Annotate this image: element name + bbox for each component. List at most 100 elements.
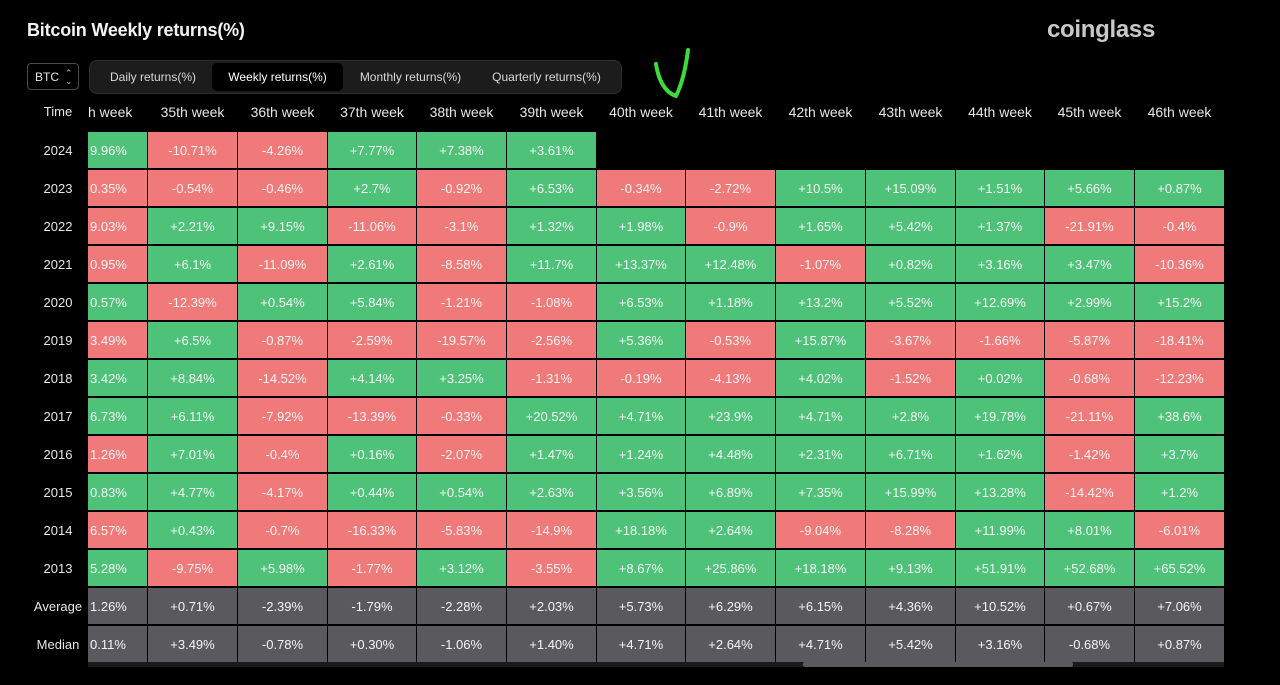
return-cell: +4.77% bbox=[148, 474, 237, 510]
tab-monthly-returns[interactable]: Monthly returns(%) bbox=[359, 70, 462, 84]
return-cell: +15.09% bbox=[866, 170, 955, 206]
return-cell: +19.78% bbox=[956, 398, 1044, 434]
return-cell: -8.28% bbox=[866, 512, 955, 548]
return-cell: +38.6% bbox=[1135, 398, 1224, 434]
week-column-header[interactable]: 36th week bbox=[250, 104, 315, 120]
return-cell: -0.87% bbox=[238, 322, 327, 358]
return-cell: +13.37% bbox=[597, 246, 685, 282]
return-cell: +51.91% bbox=[956, 550, 1044, 586]
week-column-header[interactable]: 44th week bbox=[968, 104, 1032, 120]
week-column-header[interactable]: 40th week bbox=[609, 104, 673, 120]
return-cell: -2.59% bbox=[328, 322, 416, 358]
return-cell: +3.47% bbox=[1045, 246, 1134, 282]
return-cell: +15.87% bbox=[776, 322, 865, 358]
week-column-header[interactable]: h week bbox=[88, 104, 133, 120]
return-cell: 6.57% bbox=[88, 512, 147, 548]
tab-daily-returns[interactable]: Daily returns(%) bbox=[109, 70, 196, 84]
return-cell: +8.01% bbox=[1045, 512, 1134, 548]
coin-select[interactable]: BTC ⌃ ⌄ bbox=[27, 63, 79, 90]
return-cell: -0.54% bbox=[148, 170, 237, 206]
week-column-header[interactable]: 35th week bbox=[160, 104, 225, 120]
return-cell: -11.06% bbox=[328, 208, 416, 244]
return-cell: -1.77% bbox=[328, 550, 416, 586]
return-cell: +5.36% bbox=[597, 322, 685, 358]
horizontal-scrollbar[interactable] bbox=[88, 662, 1224, 667]
stat-cell: +5.73% bbox=[597, 588, 685, 624]
row-label: 2021 bbox=[43, 257, 73, 272]
return-cell: +5.84% bbox=[328, 284, 416, 320]
checkmark-annotation-icon bbox=[654, 48, 690, 98]
week-column-header[interactable]: 43th week bbox=[878, 104, 943, 120]
week-column-header[interactable]: 45th week bbox=[1057, 104, 1122, 120]
return-cell: +6.5% bbox=[148, 322, 237, 358]
return-cell: -8.58% bbox=[417, 246, 506, 282]
return-cell: +4.14% bbox=[328, 360, 416, 396]
return-cell: +2.63% bbox=[507, 474, 596, 510]
return-cell: -14.42% bbox=[1045, 474, 1134, 510]
return-cell: +3.61% bbox=[507, 132, 596, 168]
return-cell: -11.09% bbox=[238, 246, 327, 282]
return-cell: +52.68% bbox=[1045, 550, 1134, 586]
stat-cell: 1.26% bbox=[88, 588, 147, 624]
week-column-header[interactable]: 42th week bbox=[788, 104, 853, 120]
return-cell: +0.16% bbox=[328, 436, 416, 472]
tab-weekly-returns[interactable]: Weekly returns(%) bbox=[212, 63, 343, 91]
return-cell: +0.44% bbox=[328, 474, 416, 510]
return-cell: +7.38% bbox=[417, 132, 506, 168]
return-cell: -0.7% bbox=[238, 512, 327, 548]
stat-cell: +6.15% bbox=[776, 588, 865, 624]
return-cell: +1.98% bbox=[597, 208, 685, 244]
return-cell: +6.89% bbox=[686, 474, 775, 510]
stat-cell: +0.30% bbox=[328, 626, 416, 662]
return-cell: -19.57% bbox=[417, 322, 506, 358]
stat-cell: -0.78% bbox=[238, 626, 327, 662]
row-label: Median bbox=[36, 637, 80, 652]
return-cell: -0.33% bbox=[417, 398, 506, 434]
return-cell: +1.37% bbox=[956, 208, 1044, 244]
return-cell: -2.07% bbox=[417, 436, 506, 472]
week-column-header[interactable]: 46th week bbox=[1147, 104, 1212, 120]
row-label: 2013 bbox=[43, 561, 73, 576]
return-cell: +12.48% bbox=[686, 246, 775, 282]
return-cell: 0.57% bbox=[88, 284, 147, 320]
return-cell: 0.35% bbox=[88, 170, 147, 206]
return-cell: +1.24% bbox=[597, 436, 685, 472]
return-cell: 3.49% bbox=[88, 322, 147, 358]
return-cell: +3.12% bbox=[417, 550, 506, 586]
row-label: 2023 bbox=[43, 181, 73, 196]
return-cell: +8.84% bbox=[148, 360, 237, 396]
stat-cell: +0.87% bbox=[1135, 626, 1224, 662]
return-cell: +4.71% bbox=[776, 398, 865, 434]
return-cell: 9.96% bbox=[88, 132, 147, 168]
week-column-header[interactable]: 39th week bbox=[519, 104, 584, 120]
return-cell: -0.68% bbox=[1045, 360, 1134, 396]
week-column-header[interactable]: 38th week bbox=[429, 104, 494, 120]
return-period-tabs: Daily returns(%) Weekly returns(%) Month… bbox=[89, 60, 622, 94]
return-cell: +18.18% bbox=[597, 512, 685, 548]
row-label: 2018 bbox=[43, 371, 73, 386]
return-cell: +6.1% bbox=[148, 246, 237, 282]
return-cell: +1.2% bbox=[1135, 474, 1224, 510]
return-cell: -21.11% bbox=[1045, 398, 1134, 434]
return-cell: +1.62% bbox=[956, 436, 1044, 472]
return-cell: -4.26% bbox=[238, 132, 327, 168]
row-label: 2020 bbox=[43, 295, 73, 310]
stat-cell: +1.40% bbox=[507, 626, 596, 662]
return-cell: 3.42% bbox=[88, 360, 147, 396]
return-cell: +18.18% bbox=[776, 550, 865, 586]
return-cell: -1.42% bbox=[1045, 436, 1134, 472]
week-column-header[interactable]: 37th week bbox=[340, 104, 404, 120]
return-cell: -12.39% bbox=[148, 284, 237, 320]
return-cell: -18.41% bbox=[1135, 322, 1224, 358]
return-cell: +2.64% bbox=[686, 512, 775, 548]
return-cell: -14.52% bbox=[238, 360, 327, 396]
return-cell: +15.99% bbox=[866, 474, 955, 510]
return-cell: +13.2% bbox=[776, 284, 865, 320]
week-column-header[interactable]: 41th week bbox=[698, 104, 763, 120]
return-cell: +23.9% bbox=[686, 398, 775, 434]
scrollbar-thumb[interactable] bbox=[803, 662, 1073, 667]
return-cell: +8.67% bbox=[597, 550, 685, 586]
time-column-header: Time bbox=[43, 104, 73, 119]
row-label: 2024 bbox=[43, 143, 73, 158]
tab-quarterly-returns[interactable]: Quarterly returns(%) bbox=[492, 70, 601, 84]
